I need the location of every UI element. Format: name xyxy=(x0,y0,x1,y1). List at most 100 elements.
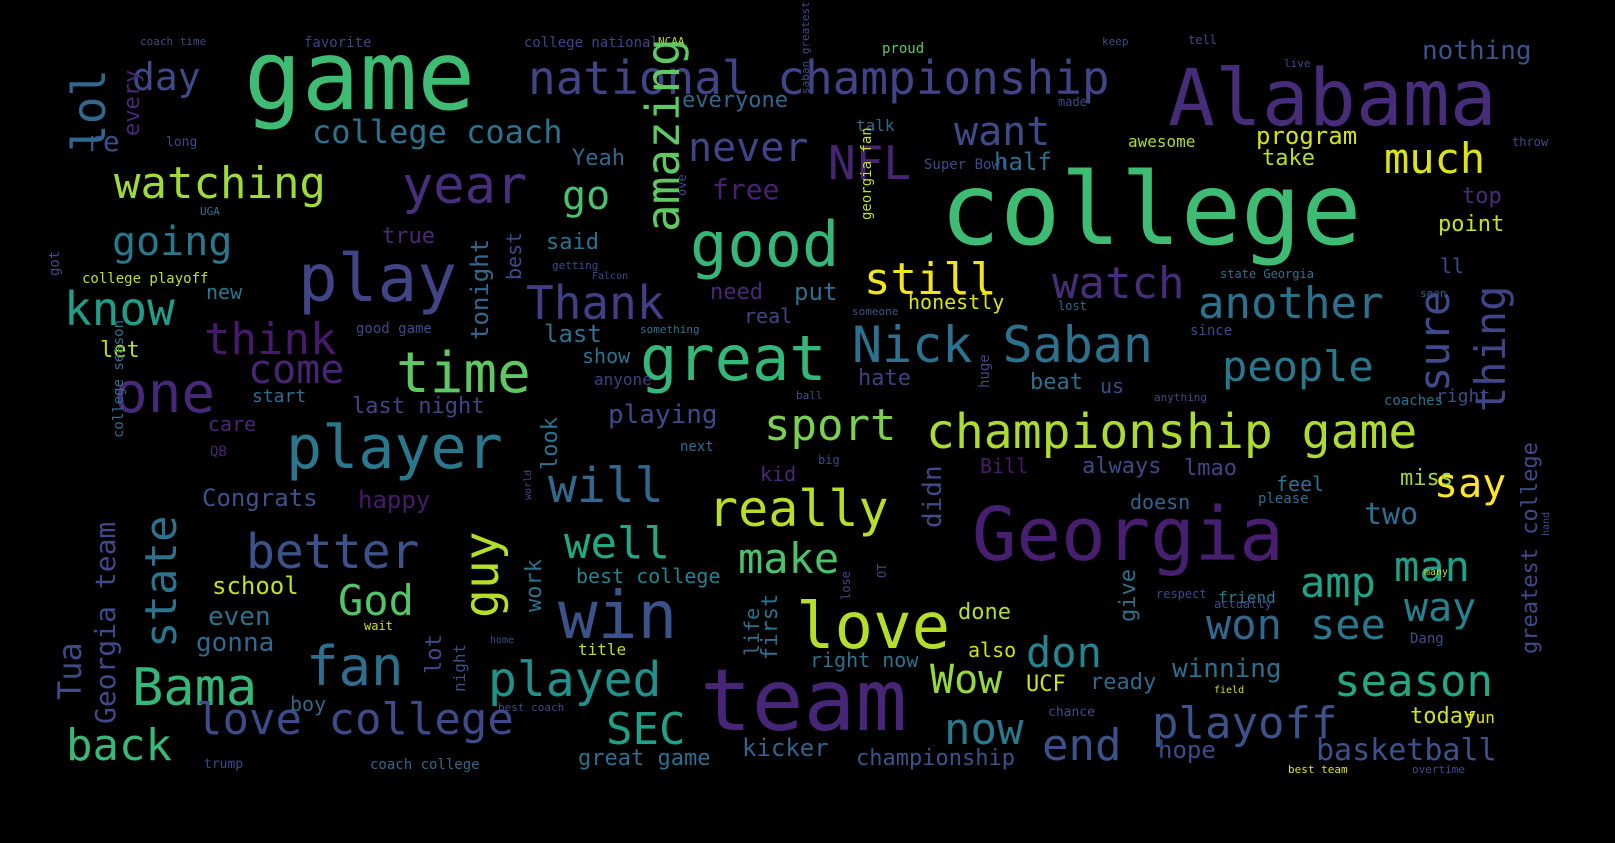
word-happy: happy xyxy=(358,486,431,514)
word-take: take xyxy=(1262,146,1315,171)
word-put: put xyxy=(794,278,838,306)
word-man: man xyxy=(1394,542,1470,591)
word-championship-game: championship game xyxy=(926,404,1418,460)
word-trump: trump xyxy=(204,757,244,772)
word-huge: huge xyxy=(977,354,993,388)
word-game: game xyxy=(244,20,476,132)
word-see: see xyxy=(1310,600,1386,649)
word-college: college xyxy=(940,151,1362,268)
word-us: us xyxy=(1100,374,1125,398)
word-always: always xyxy=(1082,454,1162,479)
word-dang: Dang xyxy=(1410,631,1444,647)
word-next: next xyxy=(680,439,714,455)
word-honestly: honestly xyxy=(908,290,1005,314)
word-true: true xyxy=(382,224,435,249)
word-look: look xyxy=(538,417,563,470)
word-won: won xyxy=(1206,600,1282,649)
word-way: way xyxy=(1404,585,1477,631)
word-anyone: anyone xyxy=(594,370,652,389)
word-need: need xyxy=(710,280,763,305)
word-beat: beat xyxy=(1030,370,1083,395)
word-made: made xyxy=(1058,95,1087,109)
word-tua: Tua xyxy=(51,642,89,700)
word-done: done xyxy=(958,600,1011,625)
word-life: life xyxy=(740,607,764,656)
word-georgia-fan: georgia fan xyxy=(859,127,875,220)
word-another: another xyxy=(1198,278,1384,329)
word-fan: fan xyxy=(306,635,404,698)
word-lot: lot xyxy=(422,634,447,674)
word-wait: wait xyxy=(364,619,393,633)
word-don: don xyxy=(1026,628,1102,677)
word-hand: hand xyxy=(1541,511,1552,536)
word-gonna: gonna xyxy=(196,628,275,658)
word-want: want xyxy=(954,109,1051,155)
word-chance: chance xyxy=(1048,705,1095,720)
word-getting: getting xyxy=(552,259,599,272)
word-ot: OT xyxy=(875,563,889,578)
word-even: even xyxy=(208,602,271,632)
word-will: will xyxy=(548,458,664,514)
word-make: make xyxy=(738,534,840,583)
word-love: love xyxy=(796,590,951,664)
word-congrats: Congrats xyxy=(202,484,318,512)
word-love-college: love college xyxy=(196,694,514,745)
word-kid: kid xyxy=(760,462,797,486)
word-team: team xyxy=(700,651,908,751)
word-lose: lose xyxy=(839,571,853,600)
word-favorite: favorite xyxy=(304,35,372,51)
word-nick-saban: Nick Saban xyxy=(852,316,1154,374)
word-much: much xyxy=(1384,134,1486,183)
word-ready: ready xyxy=(1090,670,1157,695)
word-georgia-team: Georgia team xyxy=(89,521,122,724)
word-basketball: basketball xyxy=(1316,733,1497,768)
word-college-season: college season xyxy=(111,319,127,438)
word-college-coach: college coach xyxy=(312,113,563,151)
word-night: night xyxy=(450,643,469,692)
word-doesn: doesn xyxy=(1130,490,1191,514)
word-coach-college: coach college xyxy=(370,757,480,773)
word-coach-time: coach time xyxy=(140,35,207,48)
word-day: day xyxy=(132,55,201,99)
word-big: big xyxy=(818,453,840,467)
word-falcon: Falcon xyxy=(592,271,629,282)
word-title: title xyxy=(578,640,627,659)
word-also: also xyxy=(968,638,1017,662)
word-know: know xyxy=(64,282,175,336)
word-boy: boy xyxy=(290,692,327,716)
word-last: last xyxy=(544,320,602,348)
word-free: free xyxy=(712,173,780,206)
word-ucf: UCF xyxy=(1026,672,1066,697)
word-ncaa: NCAA xyxy=(658,35,685,48)
word-someone: someone xyxy=(852,305,899,318)
word-national-championship: national championship xyxy=(528,51,1110,105)
word-sec: SEC xyxy=(606,704,686,755)
word-college-national: college national xyxy=(524,35,659,51)
word-anything: anything xyxy=(1154,391,1207,404)
word-world: world xyxy=(523,469,534,500)
word-sport: sport xyxy=(764,400,897,451)
word-live: live xyxy=(1284,57,1311,70)
word-good-game: good game xyxy=(356,321,432,337)
word-care: care xyxy=(208,412,257,436)
word-championship: championship xyxy=(856,746,1015,771)
word-player: player xyxy=(286,413,503,483)
word-show: show xyxy=(582,344,631,368)
word-played: played xyxy=(488,652,662,708)
word-tonight: tonight xyxy=(466,238,494,340)
word-yeah: Yeah xyxy=(572,146,625,171)
word-two: two xyxy=(1364,497,1419,532)
word-state-georgia: state Georgia xyxy=(1220,267,1314,281)
word-many: many xyxy=(1424,567,1449,578)
word-please: please xyxy=(1258,491,1309,507)
word-bama: Bama xyxy=(132,658,258,718)
word-something: something xyxy=(640,323,700,336)
word-winning: winning xyxy=(1172,654,1282,684)
word-didn: didn xyxy=(918,465,948,528)
word-still: still xyxy=(864,254,997,305)
word-program: program xyxy=(1256,122,1358,150)
word-kicker: kicker xyxy=(742,734,829,762)
word-ll: ll xyxy=(1440,254,1465,278)
word-everyone: everyone xyxy=(682,88,788,113)
